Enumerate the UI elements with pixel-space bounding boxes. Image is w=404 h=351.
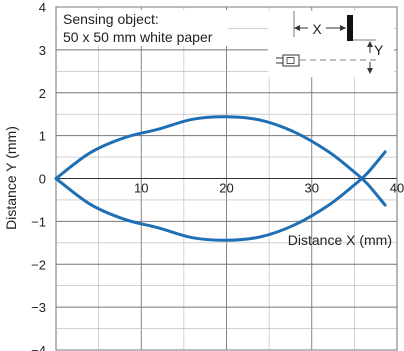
x-tick-label: 30 <box>305 181 319 196</box>
x-tick-label: 10 <box>134 181 148 196</box>
inset-x-label: X <box>312 21 322 37</box>
x-tick-label: 20 <box>219 181 233 196</box>
annotation-line-2: 50 x 50 mm white paper <box>63 29 213 45</box>
inset-y-label: Y <box>374 42 384 58</box>
series-line-1 <box>54 115 387 207</box>
y-tick-label: 2 <box>39 86 46 101</box>
y-tick-label: −4 <box>31 343 46 351</box>
target-plate-icon <box>347 15 353 41</box>
y-tick-label: 1 <box>39 129 46 144</box>
sensor-inset-diagram: X Y <box>268 11 394 77</box>
annotation-box: Sensing object: 50 x 50 mm white paper <box>58 10 228 46</box>
y-tick-label: 0 <box>39 172 46 187</box>
series-line-2 <box>54 150 387 242</box>
annotation-line-1: Sensing object: <box>63 11 159 27</box>
x-axis-label: Distance X (mm) <box>288 232 392 248</box>
y-tick-label: −2 <box>31 257 46 272</box>
series-lines <box>54 115 387 242</box>
sensor-icon <box>276 54 300 67</box>
grid <box>55 6 398 351</box>
x-tick-label: 40 <box>390 181 404 196</box>
y-tick-label: 4 <box>39 0 46 15</box>
y-tick-label: −1 <box>31 214 46 229</box>
y-tick-label: −3 <box>31 300 46 315</box>
y-axis-label: Distance Y (mm) <box>3 126 19 230</box>
y-tick-label: 3 <box>39 43 46 58</box>
